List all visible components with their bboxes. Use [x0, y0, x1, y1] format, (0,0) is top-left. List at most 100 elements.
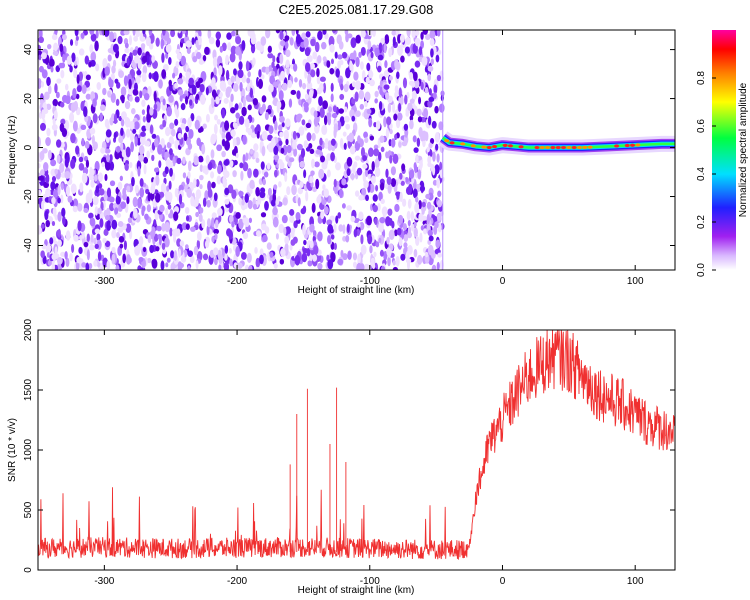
noise-speckle — [272, 216, 279, 228]
noise-speckle — [369, 135, 375, 141]
noise-speckle — [322, 82, 327, 94]
noise-speckle — [413, 227, 418, 238]
noise-speckle — [426, 201, 432, 210]
noise-speckle — [223, 261, 230, 270]
noise-speckle — [122, 192, 128, 201]
noise-speckle — [138, 145, 145, 156]
noise-speckle — [374, 158, 380, 169]
noise-speckle — [49, 237, 54, 245]
noise-speckle — [427, 155, 432, 164]
noise-speckle — [271, 61, 275, 69]
noise-speckle — [195, 81, 201, 89]
noise-speckle — [247, 200, 253, 210]
noise-speckle — [106, 220, 112, 231]
noise-speckle — [432, 92, 437, 100]
noise-speckle — [330, 58, 335, 65]
noise-speckle — [166, 141, 172, 149]
noise-speckle — [141, 207, 145, 217]
noise-speckle — [306, 181, 310, 190]
track-hotspot — [444, 139, 450, 143]
noise-speckle — [212, 247, 219, 256]
noise-speckle — [317, 55, 322, 64]
noise-speckle — [362, 163, 368, 169]
noise-speckle — [389, 128, 393, 135]
noise-speckle — [279, 258, 285, 265]
noise-speckle — [289, 215, 295, 223]
noise-speckle — [292, 140, 297, 150]
noise-speckle — [410, 223, 415, 232]
noise-speckle — [129, 161, 133, 168]
noise-speckle — [172, 156, 176, 167]
noise-speckle — [124, 42, 129, 49]
noise-speckle — [378, 42, 383, 54]
noise-speckle — [265, 30, 271, 39]
noise-speckle — [367, 40, 372, 50]
noise-speckle — [193, 155, 199, 166]
noise-speckle — [388, 229, 395, 240]
noise-speckle — [311, 202, 316, 213]
noise-speckle — [207, 188, 213, 199]
noise-speckle — [55, 139, 62, 148]
noise-speckle — [430, 58, 435, 65]
noise-speckle — [354, 91, 359, 102]
noise-speckle — [330, 93, 334, 103]
noise-speckle — [155, 246, 160, 252]
noise-speckle — [198, 155, 204, 162]
noise-speckle — [206, 218, 211, 228]
noise-speckle — [181, 30, 186, 34]
noise-speckle — [215, 96, 220, 105]
noise-speckle — [168, 94, 174, 103]
noise-speckle — [304, 62, 311, 73]
noise-speckle — [89, 217, 96, 227]
noise-speckle — [215, 38, 221, 48]
noise-speckle — [399, 172, 403, 180]
noise-speckle — [345, 67, 351, 79]
noise-speckle — [315, 149, 322, 155]
noise-speckle — [225, 131, 232, 141]
noise-speckle — [250, 149, 254, 155]
noise-speckle — [277, 195, 281, 201]
noise-speckle — [60, 69, 65, 79]
noise-speckle — [411, 30, 416, 39]
noise-speckle — [290, 89, 297, 96]
noise-speckle — [144, 140, 151, 147]
noise-speckle — [246, 96, 253, 102]
noise-speckle — [78, 71, 84, 82]
colorbar-tick-label: 0.4 — [696, 167, 707, 181]
noise-speckle — [66, 154, 70, 164]
noise-speckle — [224, 245, 229, 254]
noise-speckle — [377, 65, 382, 73]
noise-speckle — [238, 115, 245, 125]
noise-speckle — [329, 43, 335, 53]
noise-speckle — [284, 35, 290, 41]
noise-speckle — [147, 234, 152, 244]
noise-speckle — [410, 211, 414, 222]
noise-speckle — [245, 127, 250, 133]
noise-speckle — [189, 226, 196, 232]
noise-speckle — [225, 87, 231, 99]
snr-y-label: SNR (10 * v/v) — [7, 418, 18, 482]
noise-speckle — [137, 166, 141, 177]
noise-speckle — [217, 207, 223, 216]
noise-speckle — [348, 132, 355, 143]
noise-speckle — [284, 243, 289, 250]
noise-speckle — [356, 262, 363, 270]
noise-speckle — [141, 55, 148, 64]
noise-speckle — [246, 83, 250, 92]
noise-speckle — [57, 197, 61, 204]
noise-speckle — [202, 54, 207, 62]
noise-speckle — [424, 66, 429, 73]
noise-speckle — [184, 95, 189, 105]
noise-speckle — [228, 247, 232, 254]
noise-speckle — [392, 266, 399, 270]
noise-speckle — [310, 158, 315, 169]
noise-speckle — [171, 128, 176, 137]
noise-speckle — [356, 167, 363, 176]
noise-speckle — [47, 85, 52, 95]
noise-speckle — [409, 119, 414, 130]
noise-speckle — [422, 30, 429, 35]
noise-speckle — [38, 162, 41, 169]
noise-speckle — [224, 198, 230, 205]
noise-speckle — [246, 252, 252, 263]
noise-speckle — [211, 97, 215, 108]
